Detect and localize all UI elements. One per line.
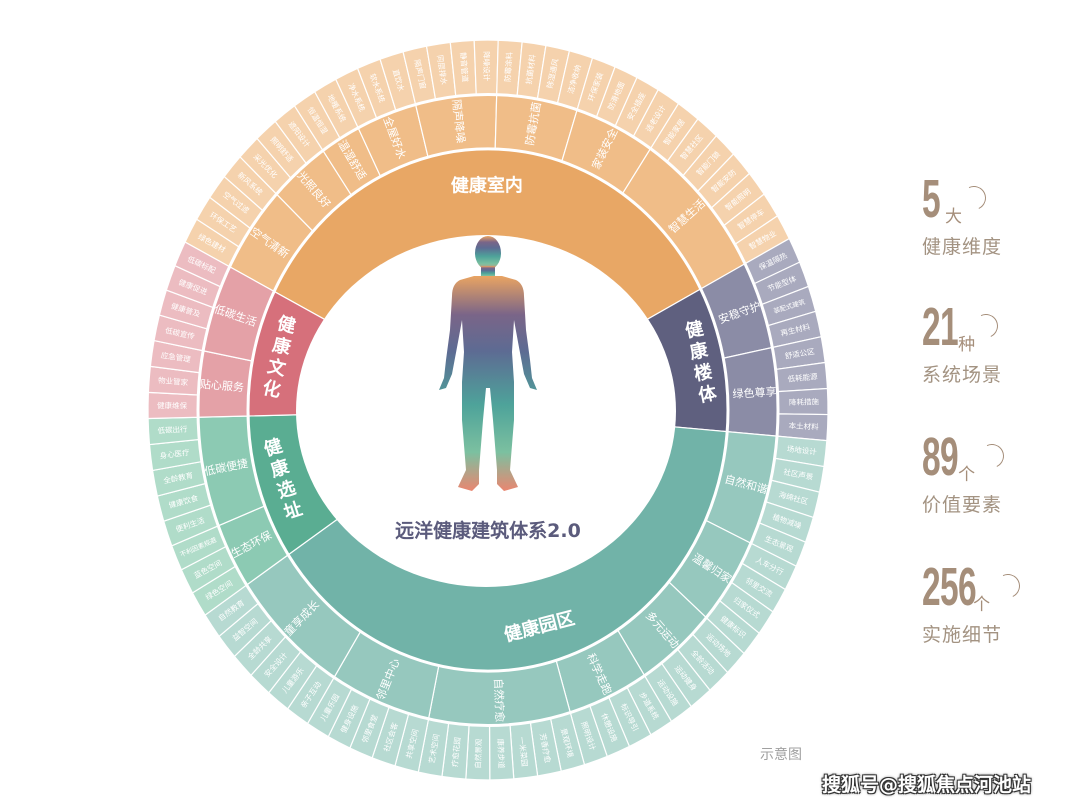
element-label: 低耗能源: [787, 371, 818, 384]
stat-unit: 种: [958, 335, 976, 355]
stat-value: 256: [922, 557, 977, 617]
stat-value: 5: [922, 169, 941, 229]
scene-label: 隔声降噪: [449, 99, 468, 144]
stat-scenes: 21 种 系统场景: [922, 300, 1002, 387]
ring-divider: [196, 92, 780, 728]
element-label: 舒适公区: [784, 346, 816, 361]
scene-label: 绿色尊享: [732, 384, 777, 401]
scene-label: 贴心服务: [199, 377, 244, 395]
element-label: 降耗措施: [789, 396, 820, 407]
element-label: 防霉涂料: [502, 51, 514, 82]
element-label: 疗愈花园: [449, 737, 462, 768]
element-label: 康养步道: [496, 738, 507, 769]
stat-unit: 大: [945, 207, 963, 227]
element-label: 抗菌材料: [523, 53, 537, 85]
element-label: 健康维保: [157, 400, 188, 410]
stat-unit: 个: [958, 465, 976, 485]
diagram-title: 远洋健康建筑体系2.0: [395, 519, 581, 542]
element-label: 应急管理: [160, 350, 192, 365]
element-label: 低碳出行: [157, 424, 188, 436]
element-label: 同层排水: [435, 54, 449, 86]
stat-label: 实施细节: [922, 624, 1003, 646]
arc-decoration-icon: [970, 310, 1002, 342]
stat-label: 系统场景: [922, 364, 1003, 386]
element-label: 场地设计: [786, 443, 817, 457]
element-label: 身心医疗: [159, 447, 191, 461]
stat-value: 21: [922, 297, 959, 357]
stat-value: 89: [922, 427, 959, 487]
human-figure-icon: [439, 236, 537, 491]
element-label: 静音管道: [458, 52, 470, 83]
center-disc: [296, 235, 676, 587]
element-label: 降噪设计: [482, 51, 492, 82]
stat-label: 价值要素: [922, 494, 1003, 516]
stat-label: 健康维度: [922, 236, 1003, 258]
schematic-caption: 示意图: [760, 747, 802, 763]
stat-unit: 个: [973, 595, 991, 615]
source-watermark: 搜狐号@搜狐焦点河池站: [822, 774, 1032, 796]
element-label: 自然景观: [473, 738, 484, 769]
element-label: 物业管家: [158, 375, 189, 387]
stat-details: 256 个 实施细节: [922, 557, 1024, 647]
element-label: 一米菜园: [517, 736, 530, 767]
dimension-label: 健康室内: [451, 174, 523, 196]
scene-label: 自然疗愈: [491, 678, 507, 723]
arc-decoration-icon: [958, 182, 990, 214]
element-label: 本土材料: [788, 420, 819, 431]
ring-divider: [246, 147, 730, 673]
stat-elements: 89 个 价值要素: [922, 427, 1008, 517]
